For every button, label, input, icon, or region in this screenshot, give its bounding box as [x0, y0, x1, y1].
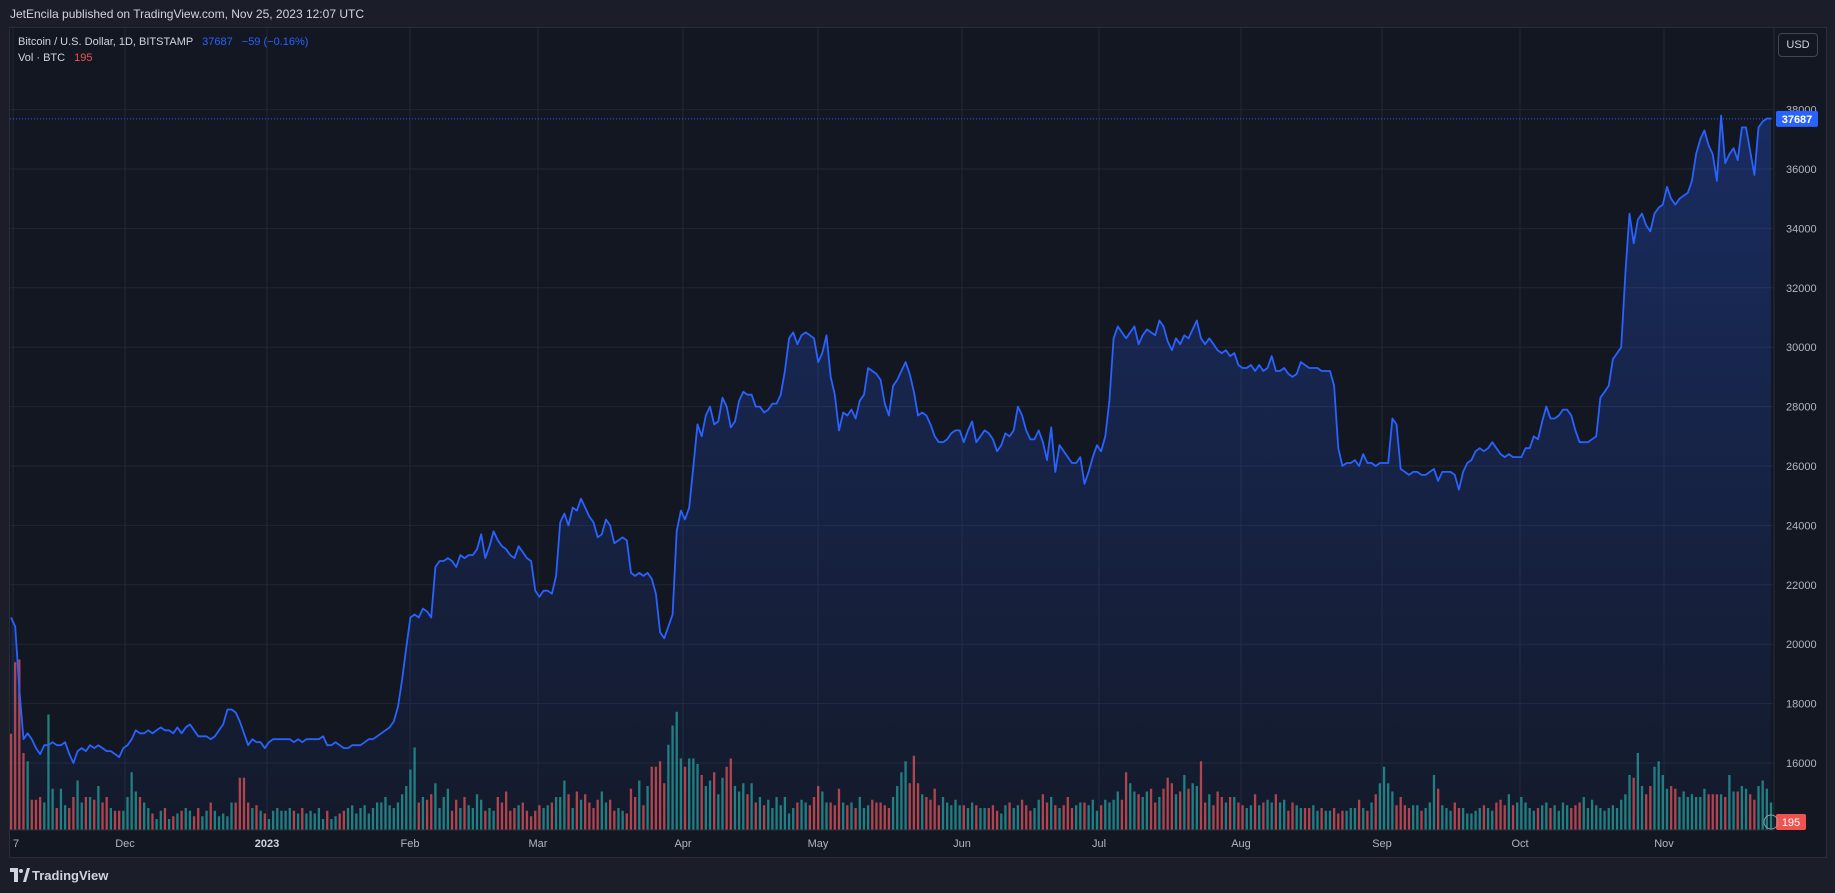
time-tick-label: Feb: [401, 838, 420, 850]
price-tick-label: 18000: [1786, 699, 1817, 711]
time-tick-label: May: [808, 838, 829, 850]
publish-header: JetEncila published on TradingView.com, …: [0, 0, 1835, 27]
time-tick-label: 7: [13, 838, 19, 850]
price-tick-label: 34000: [1786, 223, 1817, 235]
time-tick-label: Oct: [1511, 838, 1528, 850]
price-line: [10, 114, 1771, 764]
last-volume-tag: [1776, 814, 1806, 830]
publish-info: JetEncila published on TradingView.com, …: [10, 7, 364, 21]
footer: TradingView: [0, 858, 1835, 893]
volume-legend-row[interactable]: Vol · BTC 195: [18, 50, 308, 66]
price-tick-label: 24000: [1786, 520, 1817, 532]
time-tick-label: Nov: [1654, 838, 1674, 850]
price-tick-label: 30000: [1786, 342, 1817, 354]
chart-legend: Bitcoin / U.S. Dollar, 1D, BITSTAMP 3768…: [18, 34, 308, 66]
price-tick-label: 32000: [1786, 283, 1817, 295]
volume-label: Vol · BTC: [18, 52, 66, 64]
time-tick-label: Apr: [674, 838, 691, 850]
volume-value: 195: [74, 52, 93, 64]
price-area-fill: [11, 115, 1771, 830]
currency-button[interactable]: USD: [1778, 33, 1818, 57]
time-tick-label: Aug: [1231, 838, 1251, 850]
time-axis[interactable]: 7 Dec 2023 Feb Mar Apr May Jun Jul Aug Sep Oct Nov: [10, 829, 1774, 850]
price-tick-label: 26000: [1786, 461, 1817, 473]
time-tick-label: Sep: [1372, 838, 1392, 850]
last-price-value: 37687: [202, 36, 233, 48]
time-tick-label: Mar: [529, 838, 548, 850]
time-tick-label: 2023: [255, 838, 279, 850]
symbol-title: Bitcoin / U.S. Dollar, 1D, BITSTAMP: [18, 36, 194, 48]
tradingview-brand[interactable]: TradingView: [32, 868, 109, 883]
time-tick-label: Jul: [1092, 838, 1106, 850]
last-volume-tag-label: 195: [1782, 817, 1800, 829]
time-tick-label: Jun: [953, 838, 971, 850]
price-change: −59 (−0.16%): [241, 36, 309, 48]
price-tick-label: 16000: [1786, 758, 1817, 770]
price-axis[interactable]: 16000 18000 20000 22000 24000 26000 28000 30000…: [1773, 28, 1817, 830]
price-tick-label: 28000: [1786, 402, 1817, 414]
price-tick-label: 36000: [1786, 164, 1817, 176]
last-price-tag-label: 37687: [1782, 114, 1813, 126]
price-tick-label: 20000: [1786, 639, 1817, 651]
tradingview-logo-icon[interactable]: [10, 868, 30, 882]
last-value-markers: 37687 195: [10, 110, 1818, 830]
last-price-tag: [1776, 110, 1818, 127]
time-tick-label: Dec: [115, 838, 135, 850]
symbol-legend-row[interactable]: Bitcoin / U.S. Dollar, 1D, BITSTAMP 3768…: [18, 34, 308, 50]
crosshair-marker-icon: [1763, 814, 1779, 830]
price-tick-label: 22000: [1786, 580, 1817, 592]
price-area: [10, 114, 1771, 830]
